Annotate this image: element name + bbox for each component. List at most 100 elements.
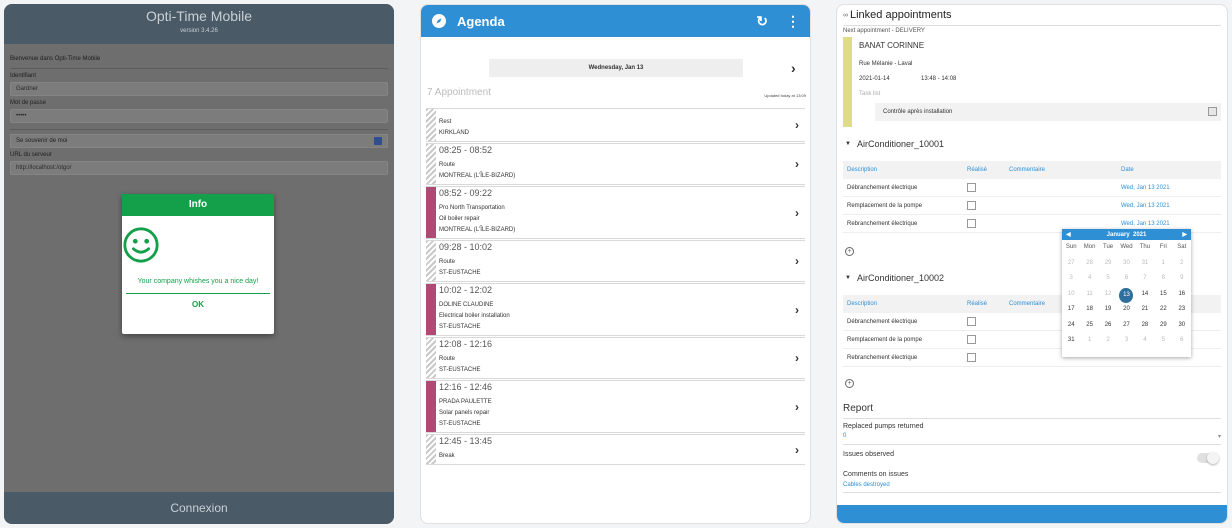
appointment-item[interactable]: 08:25 - 08:52 Route MONTREAL (L'ÎLE-BIZARD… xyxy=(426,143,805,185)
done-checkbox[interactable] xyxy=(967,218,976,228)
calendar-day[interactable]: 21 xyxy=(1141,306,1149,312)
appointment-item[interactable]: 12:45 - 13:45 Break › xyxy=(426,434,805,465)
calendar-day[interactable]: 2 xyxy=(1106,337,1110,343)
calendar-day[interactable]: 3 xyxy=(1124,337,1129,343)
col-done: Réalisé xyxy=(967,167,988,173)
calendar-day[interactable]: 19 xyxy=(1104,306,1112,312)
calendar-day[interactable]: 15 xyxy=(1160,290,1167,297)
calendar-day[interactable]: 1 xyxy=(1087,337,1092,343)
pumps-select[interactable]: 0 ▾ xyxy=(843,433,1221,445)
calendar-day[interactable]: 11 xyxy=(1086,290,1093,297)
calendar-day[interactable]: 4 xyxy=(1143,337,1147,343)
date-selector[interactable]: Wednesday, Jan 13 xyxy=(489,59,743,77)
chevron-right-icon: › xyxy=(795,205,799,220)
connect-button[interactable]: Connexion xyxy=(4,492,394,524)
date-field[interactable]: Wed, Jan 13 2021 xyxy=(1121,203,1170,209)
calendar-day[interactable]: 22 xyxy=(1160,306,1167,312)
info-dialog: Info Your company whishes you a nice day… xyxy=(122,194,274,334)
task-checkbox[interactable] xyxy=(1208,107,1217,116)
calendar-day[interactable]: 8 xyxy=(1161,275,1166,281)
next-month-icon[interactable]: ▶ xyxy=(1182,232,1187,238)
appointment-item[interactable]: 12:08 - 12:16 Route ST-EUSTACHE › xyxy=(426,337,805,379)
item-line: ST-EUSTACHE xyxy=(439,324,481,330)
calendar-day[interactable]: 1 xyxy=(1161,259,1166,266)
done-checkbox[interactable] xyxy=(967,334,976,344)
appointment-count: 7 Appointment xyxy=(427,87,491,98)
calendar-day[interactable]: 24 xyxy=(1067,321,1075,328)
calendar-day[interactable]: 10 xyxy=(1067,290,1075,297)
refresh-icon[interactable]: ↻ xyxy=(756,12,768,29)
appointment-item[interactable]: 09:28 - 10:02 Route ST-EUSTACHE › xyxy=(426,240,805,282)
calendar-day[interactable]: 29 xyxy=(1160,321,1167,328)
calendar-day[interactable]: 6 xyxy=(1180,337,1184,343)
calendar-day[interactable]: 27 xyxy=(1123,321,1130,328)
selected-day[interactable]: 13 xyxy=(1119,287,1134,303)
item-time: 09:28 - 10:02 xyxy=(439,242,493,252)
calendar-day[interactable]: 26 xyxy=(1104,321,1112,328)
done-checkbox[interactable] xyxy=(967,200,976,210)
ok-button[interactable]: OK xyxy=(126,293,270,309)
password-input[interactable]: ••••• xyxy=(10,109,388,123)
comment-field[interactable] xyxy=(1009,197,1121,214)
calendar-day[interactable]: 13 xyxy=(1117,287,1135,303)
password-label: Mot de passe xyxy=(10,100,47,106)
remember-checkbox[interactable] xyxy=(374,137,382,145)
remember-me-row[interactable]: Se souvenir de moi xyxy=(10,134,388,148)
unit1-title: AirConditioner_10001 xyxy=(856,139,945,149)
calendar-day[interactable]: 29 xyxy=(1104,259,1112,266)
calendar-day[interactable]: 30 xyxy=(1123,259,1130,266)
comment-field[interactable] xyxy=(1009,179,1121,196)
chevron-right-icon[interactable]: › xyxy=(791,60,796,76)
calendar-day[interactable]: 31 xyxy=(1141,259,1149,266)
issues-toggle[interactable] xyxy=(1197,452,1219,464)
calendar-day[interactable]: 9 xyxy=(1180,275,1184,281)
calendar-day[interactable]: 16 xyxy=(1178,290,1186,297)
calendar-day[interactable]: 7 xyxy=(1143,275,1147,281)
id-input[interactable]: Gardner xyxy=(10,82,388,96)
prev-month-icon[interactable]: ◀ xyxy=(1066,232,1071,238)
add-circle-icon[interactable]: + xyxy=(845,247,854,256)
unit2-header[interactable]: ▼ AirConditioner_10002 xyxy=(845,273,944,283)
calendar-day[interactable]: 28 xyxy=(1086,259,1093,266)
done-checkbox[interactable] xyxy=(967,182,976,192)
calendar-day[interactable]: 17 xyxy=(1067,306,1075,312)
compass-icon[interactable] xyxy=(431,13,447,29)
remember-label: Se souvenir de moi xyxy=(16,138,68,144)
unit1-header[interactable]: ▼ AirConditioner_10001 xyxy=(845,139,944,149)
item-line: ST-EUSTACHE xyxy=(439,367,481,373)
item-color-bar xyxy=(426,338,436,378)
weekday-label: Wed xyxy=(1120,244,1133,250)
item-line: Pro North Transportation xyxy=(439,205,505,211)
calendar-day[interactable]: 5 xyxy=(1161,337,1166,343)
calendar-day[interactable]: 18 xyxy=(1086,306,1093,312)
weekday-label: Fri xyxy=(1159,244,1167,250)
item-line: Electrical boiler installation xyxy=(439,313,510,319)
comments-input[interactable]: Cables destroyed xyxy=(843,482,1221,493)
date-field[interactable]: Wed, Jan 13 2021 xyxy=(1121,185,1170,191)
add-circle-icon[interactable]: + xyxy=(845,379,854,388)
done-checkbox[interactable] xyxy=(967,352,976,362)
appointment-item[interactable]: 10:02 - 12:02 DOLINE CLAUDINE Electrical b… xyxy=(426,283,805,336)
calendar-day[interactable]: 6 xyxy=(1124,275,1129,281)
task-label: Contrôle après installation xyxy=(883,109,953,115)
calendar-day[interactable]: 2 xyxy=(1180,259,1184,266)
calendar-day[interactable]: 4 xyxy=(1087,275,1092,281)
calendar-day[interactable]: 27 xyxy=(1067,259,1075,266)
calendar-day[interactable]: 28 xyxy=(1141,321,1149,328)
appointment-item[interactable]: 12:16 - 12:46 PRADA PAULETTE Solar panels … xyxy=(426,380,805,433)
calendar-day[interactable]: 12 xyxy=(1104,290,1112,297)
calendar-day[interactable]: 30 xyxy=(1178,321,1186,328)
url-input[interactable]: http://localhost:/otgo/ xyxy=(10,161,388,175)
calendar-day[interactable]: 23 xyxy=(1178,306,1186,312)
more-vert-icon[interactable]: ⋮ xyxy=(786,12,800,29)
appointment-item[interactable]: 08:52 - 09:22 Pro North Transportation Oil… xyxy=(426,186,805,239)
calendar-day[interactable]: 14 xyxy=(1141,290,1149,297)
done-checkbox[interactable] xyxy=(967,316,976,326)
calendar-day[interactable]: 31 xyxy=(1067,337,1075,343)
appointment-item[interactable]: Rest KIRKLAND › xyxy=(426,108,805,142)
calendar-day[interactable]: 3 xyxy=(1069,275,1073,281)
date-field[interactable]: Wed, Jan 13 2021 xyxy=(1121,221,1170,227)
calendar-day[interactable]: 5 xyxy=(1106,275,1110,281)
calendar-day[interactable]: 25 xyxy=(1086,321,1093,328)
calendar-day[interactable]: 20 xyxy=(1123,306,1130,312)
